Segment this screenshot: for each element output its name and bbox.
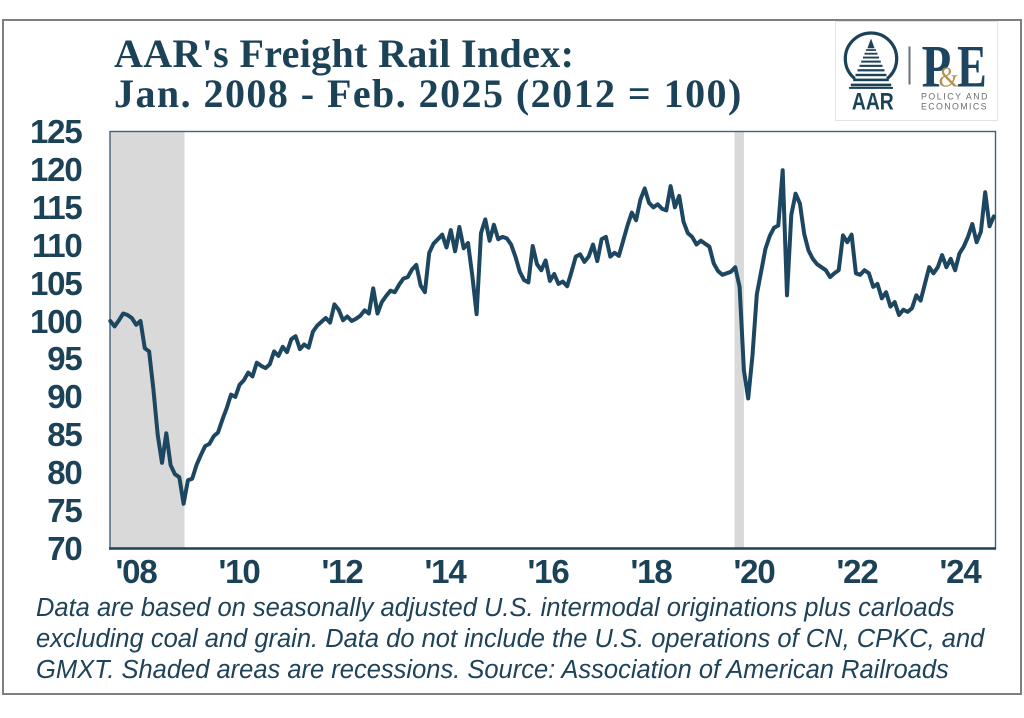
svg-text:125: 125 xyxy=(30,113,82,150)
svg-text:90: 90 xyxy=(47,378,81,415)
svg-text:E: E xyxy=(957,33,987,99)
svg-text:ECONOMICS: ECONOMICS xyxy=(921,102,987,112)
svg-text:'16: '16 xyxy=(528,553,570,590)
svg-text:&: & xyxy=(939,62,959,94)
svg-text:'18: '18 xyxy=(631,553,673,590)
svg-text:85: 85 xyxy=(47,416,82,453)
svg-text:'08: '08 xyxy=(116,553,158,590)
svg-text:'22: '22 xyxy=(837,553,879,590)
svg-text:80: 80 xyxy=(47,454,81,491)
svg-text:95: 95 xyxy=(47,340,82,377)
svg-text:105: 105 xyxy=(30,265,82,302)
svg-text:115: 115 xyxy=(32,189,82,226)
svg-text:120: 120 xyxy=(30,151,81,188)
svg-text:110: 110 xyxy=(32,227,82,264)
svg-text:70: 70 xyxy=(47,530,81,567)
svg-text:P: P xyxy=(922,33,952,99)
svg-text:'24: '24 xyxy=(940,553,983,590)
svg-text:75: 75 xyxy=(47,492,82,529)
svg-text:'12: '12 xyxy=(322,553,364,590)
svg-text:'10: '10 xyxy=(219,553,260,590)
svg-text:'20: '20 xyxy=(734,553,775,590)
svg-text:POLICY AND: POLICY AND xyxy=(921,91,988,101)
svg-text:100: 100 xyxy=(30,303,81,340)
svg-text:AAR: AAR xyxy=(852,89,894,116)
svg-text:'14: '14 xyxy=(425,553,468,590)
